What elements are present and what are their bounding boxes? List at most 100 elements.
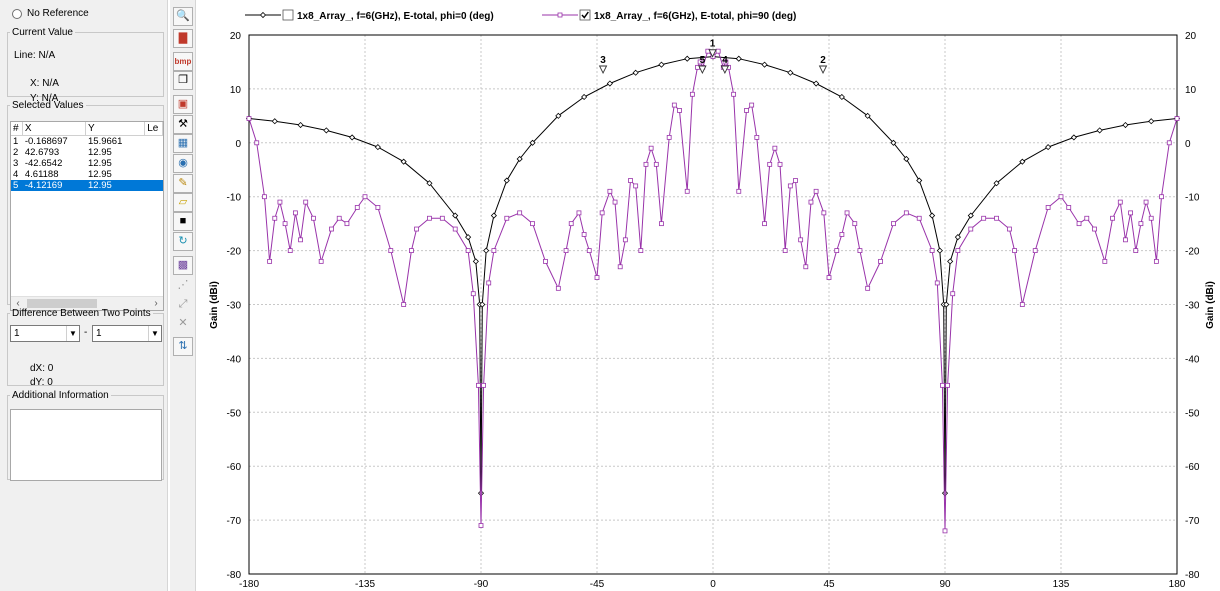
data-point[interactable]	[967, 212, 974, 219]
data-point[interactable]	[427, 215, 432, 221]
data-point[interactable]	[890, 139, 897, 146]
data-point[interactable]	[638, 248, 644, 254]
list-item[interactable]: 2 42.6793 12.95	[11, 147, 163, 158]
data-point[interactable]	[1117, 199, 1123, 205]
data-point[interactable]	[943, 301, 950, 308]
data-point[interactable]	[736, 188, 742, 194]
data-point[interactable]	[311, 215, 316, 221]
grid-image-button[interactable]: ▩	[173, 256, 193, 275]
col-x[interactable]: X	[23, 122, 87, 135]
delete-button[interactable]: ✕	[173, 314, 193, 333]
data-point[interactable]	[1110, 215, 1115, 221]
data-point[interactable]	[813, 80, 820, 87]
horizontal-scrollbar[interactable]: ‹ ›	[11, 296, 163, 310]
data-point[interactable]	[479, 301, 486, 308]
data-point[interactable]	[643, 161, 649, 167]
data-point[interactable]	[916, 215, 922, 221]
data-point[interactable]	[1174, 116, 1180, 121]
data-point[interactable]	[839, 232, 845, 237]
list-item[interactable]: 3 -42.6542 12.95	[11, 158, 163, 169]
data-point[interactable]	[1143, 199, 1149, 205]
data-point[interactable]	[950, 291, 956, 297]
data-point[interactable]	[1076, 221, 1082, 227]
data-point[interactable]	[1058, 194, 1064, 200]
data-point[interactable]	[568, 221, 574, 227]
marker-triangle-icon[interactable]	[720, 65, 730, 75]
marker-button[interactable]: ▣	[173, 95, 193, 114]
data-point[interactable]	[1070, 134, 1077, 141]
data-point[interactable]	[941, 490, 949, 497]
data-point[interactable]	[666, 135, 672, 140]
data-point[interactable]	[993, 180, 1000, 187]
zoom-button[interactable]: 🔍	[173, 7, 193, 26]
data-point[interactable]	[777, 161, 783, 167]
data-point[interactable]	[362, 194, 368, 200]
scroll-right-icon[interactable]: ›	[154, 298, 158, 309]
col-y[interactable]: Y	[86, 122, 146, 135]
eye-button[interactable]: ◉	[173, 154, 193, 173]
data-point[interactable]	[857, 248, 863, 254]
data-point[interactable]	[684, 188, 690, 194]
data-point[interactable]	[767, 161, 773, 167]
data-point[interactable]	[1138, 221, 1144, 227]
col-label[interactable]: Le	[145, 122, 163, 135]
data-point[interactable]	[388, 248, 394, 254]
marker-triangle-icon[interactable]	[818, 65, 828, 75]
list-item[interactable]: 5 -4.12169 12.95	[11, 180, 163, 191]
marker-triangle-icon[interactable]	[698, 65, 707, 75]
data-point[interactable]	[617, 264, 623, 270]
data-point[interactable]	[465, 248, 471, 254]
data-point[interactable]	[323, 127, 330, 134]
data-point[interactable]	[439, 215, 445, 221]
data-point[interactable]	[246, 116, 252, 121]
data-point[interactable]	[426, 180, 433, 187]
export-bmp-button[interactable]: bmp	[173, 52, 193, 71]
data-point[interactable]	[834, 248, 840, 254]
data-point[interactable]	[940, 382, 945, 388]
data-point[interactable]	[1159, 194, 1164, 200]
data-point[interactable]	[262, 194, 267, 200]
copy-button[interactable]: ❐	[173, 71, 193, 90]
additional-info-box[interactable]	[10, 409, 162, 481]
data-point[interactable]	[697, 59, 703, 65]
data-point[interactable]	[1153, 258, 1159, 264]
data-point[interactable]	[744, 108, 749, 113]
data-point[interactable]	[254, 140, 260, 146]
data-point[interactable]	[516, 155, 523, 163]
data-point[interactable]	[782, 248, 788, 254]
data-point[interactable]	[622, 237, 628, 243]
marker-triangle-icon[interactable]	[708, 49, 717, 58]
col-num[interactable]: #	[11, 122, 23, 135]
data-point[interactable]	[968, 226, 974, 232]
save-button[interactable]: ■	[173, 212, 193, 231]
data-point[interactable]	[581, 93, 588, 101]
data-point[interactable]	[272, 215, 278, 221]
data-point[interactable]	[530, 221, 535, 227]
data-point[interactable]	[1123, 237, 1128, 243]
data-point[interactable]	[1092, 226, 1097, 232]
data-point[interactable]	[803, 264, 809, 270]
data-point[interactable]	[1128, 210, 1133, 216]
data-point[interactable]	[452, 212, 459, 219]
data-point[interactable]	[1096, 127, 1103, 134]
data-point[interactable]	[947, 258, 954, 265]
data-point[interactable]	[503, 177, 510, 184]
data-point[interactable]	[955, 248, 961, 254]
chevron-down-icon[interactable]: ▼	[148, 326, 161, 341]
data-point[interactable]	[689, 91, 695, 97]
data-point[interactable]	[723, 59, 729, 65]
data-point[interactable]	[483, 247, 490, 254]
data-point[interactable]	[659, 221, 664, 227]
point-marker-5[interactable]: 5	[698, 55, 707, 75]
data-point[interactable]	[287, 248, 293, 254]
data-point[interactable]	[408, 248, 414, 254]
data-point[interactable]	[563, 248, 569, 254]
data-point[interactable]	[1045, 144, 1052, 151]
data-point[interactable]	[852, 221, 858, 227]
data-markers[interactable]: 1 2 3 4 5	[598, 39, 828, 75]
data-point[interactable]	[329, 226, 334, 232]
data-point[interactable]	[929, 248, 935, 254]
update-button[interactable]: ⇅	[173, 337, 193, 356]
data-point[interactable]	[452, 226, 458, 232]
